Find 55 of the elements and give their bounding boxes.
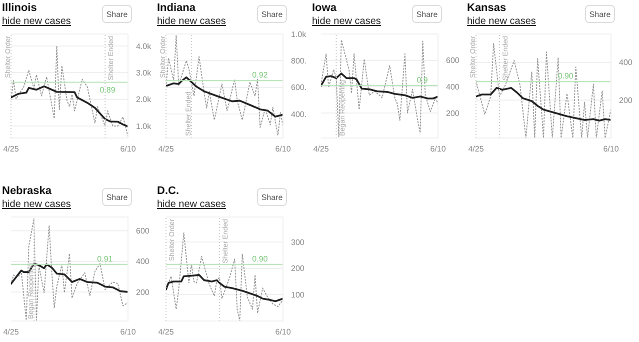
y-tick-label: 1.0k: [291, 30, 308, 39]
chart-title: Illinois: [2, 2, 37, 14]
y-tick-label: 200: [136, 288, 150, 297]
text: Share: [412, 5, 442, 23]
x-tick-label: 4/25: [3, 144, 20, 154]
x-tick-label: 4/25: [468, 144, 484, 154]
x-tick-label: 4/25: [158, 328, 174, 337]
annotation: 0.91: [97, 254, 114, 264]
x-tick-label: 6/10: [275, 328, 292, 337]
text: Share: [257, 5, 287, 23]
x-tick-label: 6/10: [275, 144, 292, 154]
text: hide new cases: [157, 199, 226, 210]
annotation: 0.9: [416, 75, 428, 84]
y-tick-label: 200: [446, 108, 460, 118]
x-tick-label: 6/10: [120, 328, 136, 337]
y-tick-label: 300: [291, 238, 305, 247]
text: hide new cases: [2, 16, 71, 27]
annotation: 0.90: [558, 72, 574, 81]
chart-title: Iowa: [312, 2, 336, 14]
text: hide new cases: [312, 16, 381, 27]
y-tick-label: 100: [291, 290, 305, 300]
x-tick-label: 6/10: [603, 144, 620, 154]
x-tick-label: 6/10: [120, 144, 136, 154]
text: Share: [102, 5, 132, 23]
y-tick-label: 600.: [291, 83, 307, 92]
text: hide new cases: [467, 16, 536, 27]
chart-title: Indiana: [157, 2, 196, 14]
x-tick-label: 4/25: [313, 144, 330, 154]
y-tick-label: 200: [291, 264, 305, 274]
y-tick-label: 3.0k: [136, 68, 152, 78]
text: hide new cases: [157, 16, 226, 27]
chart-title: Nebraska: [2, 185, 52, 197]
annotation: 0.89: [100, 85, 116, 94]
text: Share: [102, 188, 132, 206]
y-tick-label: 400: [136, 257, 150, 266]
y-tick-label: 400: [619, 58, 633, 68]
y-tick-label: 600: [446, 56, 460, 66]
text: hide new cases: [2, 199, 71, 210]
annotation: 0.92: [252, 70, 268, 80]
annotation: 0.90: [252, 254, 268, 264]
y-tick-label: 1.0k: [136, 122, 152, 131]
text: Share: [585, 5, 615, 23]
y-tick-label: 4.0k: [136, 42, 152, 51]
text: Share: [257, 188, 287, 206]
x-tick-label: 6/10: [430, 144, 446, 154]
x-tick-label: 4/25: [3, 328, 20, 337]
y-tick-label: 800.: [291, 56, 307, 66]
chart-title: D.C.: [157, 185, 179, 197]
y-tick-label: 400.: [291, 110, 307, 119]
y-tick-label: 600: [136, 226, 150, 236]
x-tick-label: 4/25: [158, 144, 174, 154]
y-tick-label: 2.0k: [136, 95, 152, 104]
chart-title: Kansas: [467, 2, 506, 14]
y-tick-label: 200: [619, 96, 633, 106]
y-tick-label: 400: [446, 82, 460, 92]
